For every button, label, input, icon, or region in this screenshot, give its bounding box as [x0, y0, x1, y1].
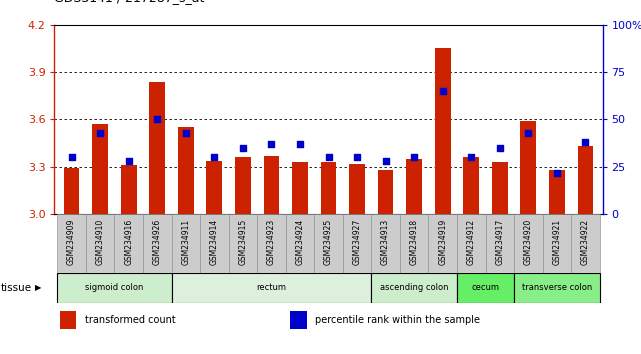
Text: GSM234924: GSM234924	[296, 219, 304, 265]
Bar	[349, 164, 365, 214]
Bar	[121, 165, 137, 214]
Text: GSM234915: GSM234915	[238, 219, 247, 265]
Bar	[400, 214, 428, 273]
Point	[409, 154, 419, 160]
Text: percentile rank within the sample: percentile rank within the sample	[315, 315, 480, 325]
Point	[438, 88, 448, 94]
Point	[323, 154, 333, 160]
Point	[580, 139, 590, 145]
Bar	[406, 159, 422, 214]
Text: ascending colon: ascending colon	[380, 283, 449, 292]
Text: GSM234917: GSM234917	[495, 219, 504, 265]
Bar	[143, 214, 172, 273]
Point	[495, 145, 505, 151]
Point	[523, 130, 533, 136]
Bar	[314, 214, 343, 273]
Bar	[172, 214, 200, 273]
Point	[67, 154, 77, 160]
Bar	[549, 170, 565, 214]
Bar	[235, 158, 251, 214]
Bar	[371, 273, 457, 303]
Point	[466, 154, 476, 160]
Text: GSM234912: GSM234912	[467, 219, 476, 265]
Bar	[172, 273, 371, 303]
Bar	[520, 121, 536, 214]
Point	[552, 170, 562, 175]
Bar	[457, 273, 514, 303]
Bar	[463, 158, 479, 214]
Text: transformed count: transformed count	[85, 315, 176, 325]
Point	[238, 145, 248, 151]
Bar	[200, 214, 229, 273]
Point	[381, 158, 391, 164]
Bar	[571, 214, 600, 273]
Bar	[343, 214, 371, 273]
Bar	[514, 273, 600, 303]
Bar	[63, 169, 79, 214]
Text: GSM234910: GSM234910	[96, 219, 104, 265]
Bar	[286, 214, 314, 273]
Text: transverse colon: transverse colon	[522, 283, 592, 292]
Bar	[578, 146, 594, 214]
Bar	[378, 170, 394, 214]
Point	[152, 116, 162, 122]
Bar	[457, 214, 485, 273]
Text: GSM234926: GSM234926	[153, 219, 162, 265]
Text: sigmoid colon: sigmoid colon	[85, 283, 144, 292]
Text: GSM234922: GSM234922	[581, 219, 590, 265]
Bar	[149, 82, 165, 214]
Bar	[57, 273, 172, 303]
Bar	[178, 127, 194, 214]
Text: GSM234911: GSM234911	[181, 219, 190, 265]
Text: GSM234925: GSM234925	[324, 219, 333, 265]
Text: GSM234927: GSM234927	[353, 219, 362, 265]
Bar	[257, 214, 286, 273]
Text: GSM234913: GSM234913	[381, 219, 390, 265]
Bar	[92, 124, 108, 214]
Text: GSM234916: GSM234916	[124, 219, 133, 265]
Text: GDS3141 / 217287_s_at: GDS3141 / 217287_s_at	[54, 0, 205, 4]
Bar	[86, 214, 115, 273]
Bar	[57, 214, 86, 273]
Bar	[435, 48, 451, 214]
Bar	[428, 214, 457, 273]
Bar	[229, 214, 257, 273]
Bar	[492, 162, 508, 214]
Bar	[263, 156, 279, 214]
Bar	[206, 160, 222, 214]
Bar	[542, 214, 571, 273]
Bar	[290, 311, 306, 329]
Bar	[514, 214, 542, 273]
Bar	[292, 162, 308, 214]
Text: ▶: ▶	[35, 283, 41, 292]
Bar	[60, 311, 76, 329]
Text: GSM234909: GSM234909	[67, 219, 76, 265]
Point	[124, 158, 134, 164]
Point	[181, 130, 191, 136]
Bar	[485, 214, 514, 273]
Text: GSM234921: GSM234921	[553, 219, 562, 265]
Point	[95, 130, 105, 136]
Bar	[371, 214, 400, 273]
Text: GSM234914: GSM234914	[210, 219, 219, 265]
Text: cecum: cecum	[472, 283, 499, 292]
Point	[266, 141, 276, 147]
Bar	[320, 162, 337, 214]
Text: GSM234920: GSM234920	[524, 219, 533, 265]
Text: GSM234918: GSM234918	[410, 219, 419, 265]
Point	[295, 141, 305, 147]
Bar	[115, 214, 143, 273]
Point	[352, 154, 362, 160]
Point	[209, 154, 219, 160]
Text: GSM234919: GSM234919	[438, 219, 447, 265]
Text: rectum: rectum	[256, 283, 287, 292]
Text: GSM234923: GSM234923	[267, 219, 276, 265]
Text: tissue: tissue	[1, 282, 32, 293]
